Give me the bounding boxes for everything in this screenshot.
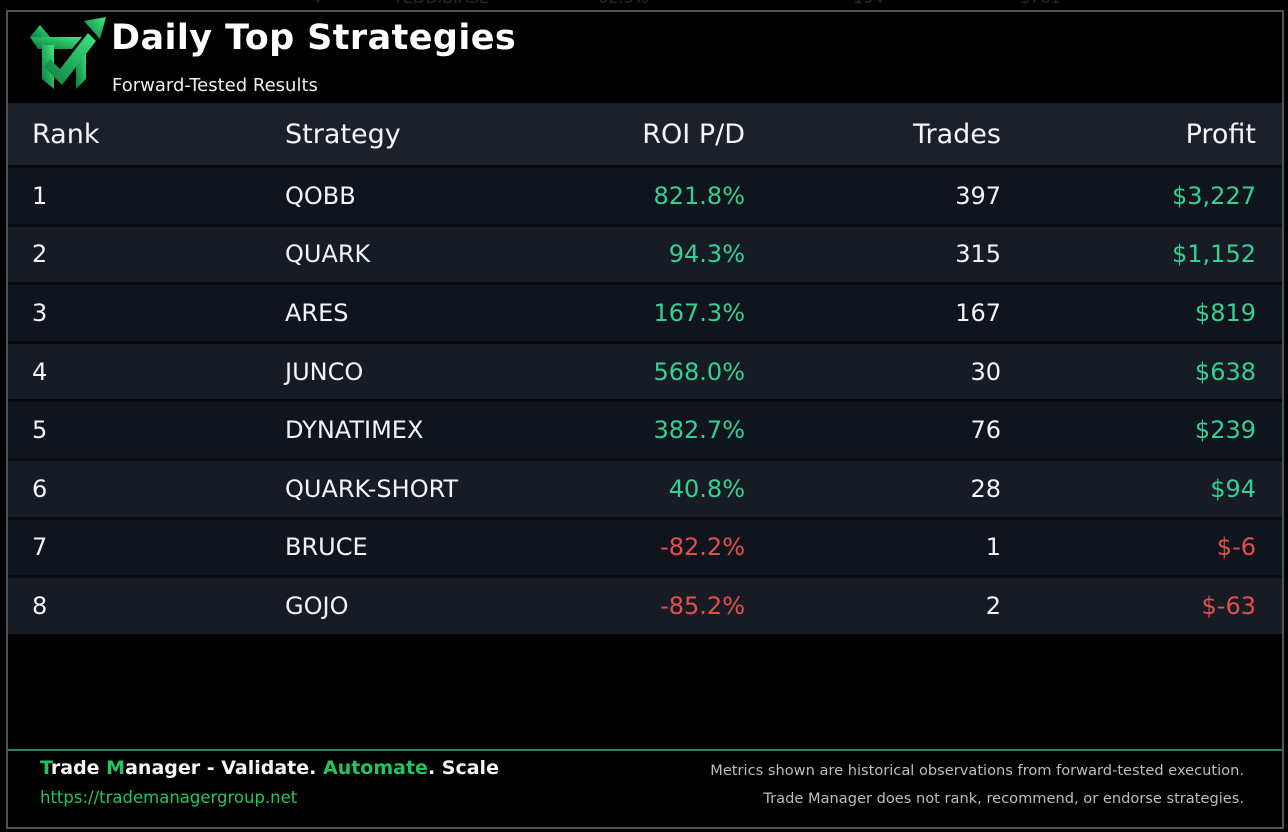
cell-strategy: GOJO <box>285 591 349 620</box>
cell-roi: 821.8% <box>653 181 745 210</box>
card-header: Daily Top Strategies Forward-Tested Resu… <box>8 12 1282 103</box>
cell-rank: 5 <box>32 416 48 445</box>
brand-tagline-segment: M <box>106 757 126 779</box>
table-row: 8 GOJO -85.2% 2 $-63 <box>8 575 1282 634</box>
page-subtitle: Forward-Tested Results <box>112 75 318 96</box>
cell-profit: $94 <box>1210 474 1256 503</box>
ghost-trades: 194 <box>853 0 884 6</box>
cell-trades: 1 <box>985 533 1001 562</box>
cell-strategy: JUNCO <box>285 357 364 386</box>
card-footer: Trade Manager - Validate. Automate. Scal… <box>8 751 1282 827</box>
ghost-strategy: TEDDIBIASE <box>393 0 489 6</box>
cell-profit: $3,227 <box>1172 181 1256 210</box>
ghost-rank: 4 <box>311 0 321 6</box>
cell-rank: 6 <box>32 474 48 503</box>
table-header-row: Rank Strategy ROI P/D Trades Profit <box>8 103 1282 165</box>
cell-trades: 2 <box>985 591 1001 620</box>
cell-profit: $-63 <box>1201 591 1256 620</box>
brand-url-link[interactable]: https://trademanagergroup.net <box>40 788 298 807</box>
cell-rank: 8 <box>32 591 48 620</box>
table-row: 7 BRUCE -82.2% 1 $-6 <box>8 516 1282 576</box>
table-row: 5 DYNATIMEX 382.7% 76 $239 <box>8 399 1282 458</box>
cell-roi: -85.2% <box>660 591 745 620</box>
cell-roi: -82.2% <box>660 533 745 562</box>
cell-trades: 315 <box>955 240 1001 269</box>
table-row: 3 ARES 167.3% 167 $819 <box>8 282 1282 341</box>
cell-profit: $239 <box>1194 416 1256 445</box>
empty-area <box>8 633 1282 749</box>
cell-strategy: QUARK-SHORT <box>285 474 459 503</box>
brand-tagline-segment: . Scale <box>427 757 499 779</box>
column-header-rank: Rank <box>32 118 100 150</box>
footer-brand-block: Trade Manager - Validate. Automate. Scal… <box>40 757 499 827</box>
cell-roi: 382.7% <box>653 416 745 445</box>
trade-manager-logo-icon <box>26 15 110 101</box>
strategies-table-body: 1 QOBB 821.8% 397 $3,227 2 QUARK 94.3% 315 $1,152… <box>8 165 1282 634</box>
cell-trades: 30 <box>970 357 1001 386</box>
cell-rank: 2 <box>32 240 48 269</box>
table-row: 2 QUARK 94.3% 315 $1,152 <box>8 223 1282 283</box>
cell-profit: $1,152 <box>1172 240 1256 269</box>
page-title: Daily Top Strategies <box>111 18 517 58</box>
cropped-background-row: 4 TEDDIBIASE 62.3% 194 $761 <box>0 0 1288 9</box>
cell-trades: 28 <box>970 474 1001 503</box>
brand-tagline-segment: anager - Validate. <box>125 757 323 779</box>
brand-tagline-segment: rade <box>50 757 107 779</box>
daily-top-strategies-card: Daily Top Strategies Forward-Tested Resu… <box>6 10 1284 829</box>
column-header-profit: Profit <box>1185 118 1256 150</box>
cell-profit: $638 <box>1194 357 1256 386</box>
cell-roi: 568.0% <box>653 357 745 386</box>
brand-tagline-segment: T <box>40 757 51 779</box>
disclaimer-line-1: Metrics shown are historical observation… <box>710 762 1244 779</box>
cell-profit: $-6 <box>1216 533 1256 562</box>
cell-strategy: QOBB <box>285 181 356 210</box>
cell-strategy: BRUCE <box>285 533 368 562</box>
cell-roi: 40.8% <box>668 474 745 503</box>
cell-strategy: DYNATIMEX <box>285 416 424 445</box>
cell-rank: 1 <box>32 181 48 210</box>
column-header-trades: Trades <box>913 118 1001 150</box>
cell-trades: 76 <box>970 416 1001 445</box>
cell-roi: 94.3% <box>668 240 745 269</box>
cell-rank: 4 <box>32 357 48 386</box>
column-header-roi: ROI P/D <box>642 118 745 150</box>
table-row: 4 JUNCO 568.0% 30 $638 <box>8 340 1282 400</box>
table-row: 6 QUARK-SHORT 40.8% 28 $94 <box>8 457 1282 517</box>
cell-trades: 167 <box>955 298 1001 327</box>
cell-trades: 397 <box>955 181 1001 210</box>
cell-roi: 167.3% <box>653 298 745 327</box>
ghost-roi: 62.3% <box>598 0 649 6</box>
column-header-strategy: Strategy <box>285 118 401 150</box>
cell-strategy: QUARK <box>285 240 371 269</box>
cell-strategy: ARES <box>285 298 349 327</box>
ghost-profit: $761 <box>1020 0 1061 6</box>
cell-profit: $819 <box>1194 298 1256 327</box>
disclaimer-line-2: Trade Manager does not rank, recommend, … <box>763 790 1244 807</box>
cell-rank: 7 <box>32 533 48 562</box>
cell-rank: 3 <box>32 298 48 327</box>
brand-tagline: Trade Manager - Validate. Automate. Scal… <box>40 757 499 779</box>
table-row: 1 QOBB 821.8% 397 $3,227 <box>8 165 1282 224</box>
brand-tagline-segment: Automate <box>322 757 428 779</box>
footer-divider <box>8 749 1282 751</box>
footer-disclaimer-block: Metrics shown are historical observation… <box>710 757 1244 827</box>
